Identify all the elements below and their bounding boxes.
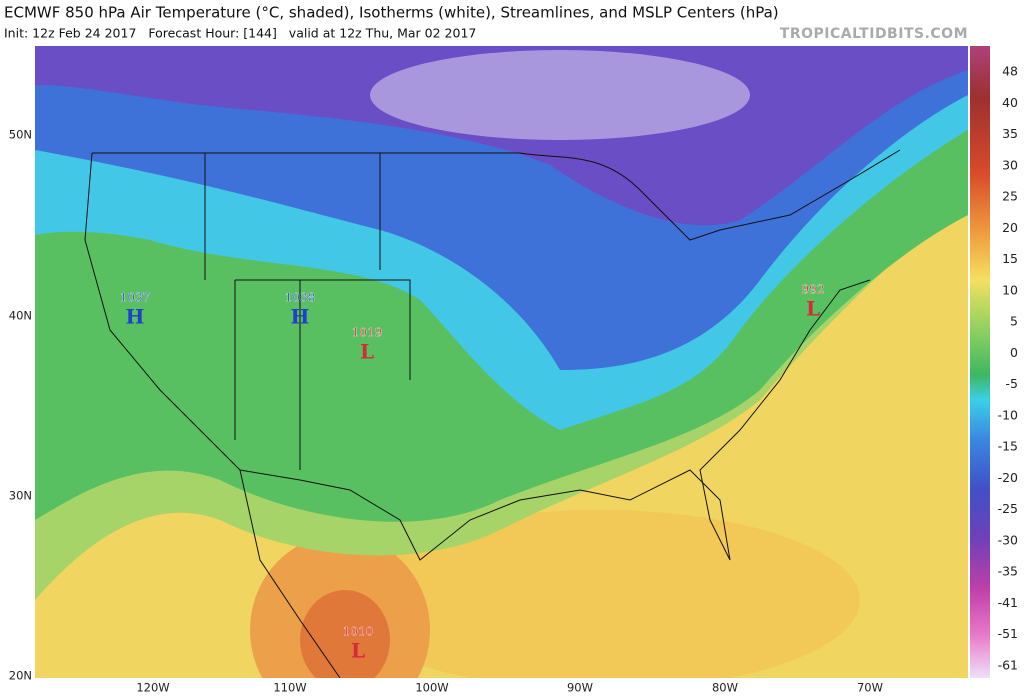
colorbar-label: -41 (998, 595, 1018, 610)
colorbar-label: 10 (1002, 282, 1018, 297)
lon-label: 90W (567, 681, 593, 695)
center-symbol: L (806, 297, 820, 321)
center-pressure: 1038 (285, 291, 316, 305)
colorbar-label: 20 (1002, 220, 1018, 235)
colorbar-label: -10 (998, 407, 1018, 422)
colorbar-label: -30 (998, 532, 1018, 547)
center-pressure: 1019 (352, 326, 383, 340)
colorbar-label: 40 (1002, 95, 1018, 110)
lon-label: 70W (857, 681, 883, 695)
map (35, 46, 968, 678)
colorbar-label: -35 (998, 564, 1018, 579)
colorbar-label: -5 (1006, 376, 1018, 391)
colorbar (970, 46, 990, 678)
lon-label: 120W (136, 681, 169, 695)
lon-label: 110W (273, 681, 306, 695)
center-symbol: L (360, 340, 374, 364)
title: ECMWF 850 hPa Air Temperature (°C, shade… (4, 4, 779, 22)
lat-label: 30N (9, 489, 32, 503)
watermark: TROPICALTIDBITS.COM (780, 26, 968, 42)
colorbar-label: 0 (1010, 345, 1018, 360)
colorbar-label: 15 (1002, 251, 1018, 266)
colorbar-label: -51 (998, 626, 1018, 641)
center-symbol: H (126, 305, 145, 329)
lon-label: 80W (712, 681, 738, 695)
center-symbol: L (351, 639, 365, 663)
lat-label: 50N (9, 128, 32, 142)
colorbar-label: -15 (998, 439, 1018, 454)
colorbar-label: 48 (1002, 64, 1018, 79)
lon-label: 100W (415, 681, 448, 695)
colorbar-label: 35 (1002, 126, 1018, 141)
center-pressure: 1010 (343, 625, 374, 639)
init-line: Init: 12z Feb 24 2017 Forecast Hour: [14… (4, 26, 476, 41)
colorbar-label: 25 (1002, 189, 1018, 204)
center-pressure: 992 (802, 283, 825, 297)
colorbar-label: -25 (998, 501, 1018, 516)
colorbar-label: -61 (998, 658, 1018, 673)
colorbar-label: -20 (998, 470, 1018, 485)
lat-label: 40N (9, 309, 32, 323)
colorbar-label: 5 (1010, 314, 1018, 329)
colorbar-label: 30 (1002, 157, 1018, 172)
center-symbol: H (291, 305, 310, 329)
center-pressure: 1037 (120, 291, 151, 305)
lat-label: 20N (9, 669, 32, 683)
